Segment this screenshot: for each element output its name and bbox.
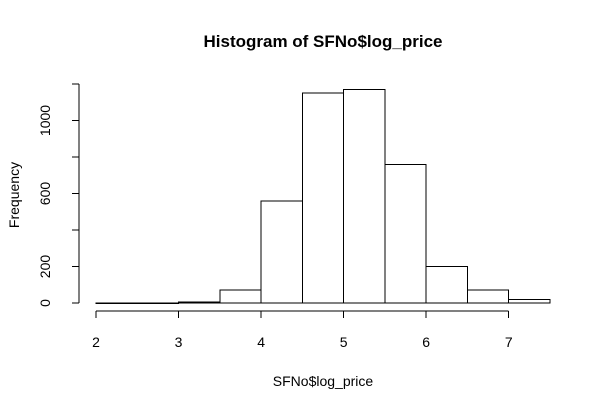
- y-axis-label: Frequency: [6, 162, 22, 228]
- x-tick-label: 2: [92, 334, 100, 350]
- x-tick-label: 5: [340, 334, 348, 350]
- histogram-bar: [343, 88, 386, 304]
- bars-layer: [95, 88, 551, 304]
- histogram-bar: [178, 301, 221, 304]
- x-tick-label: 4: [257, 334, 265, 350]
- histogram-bar: [219, 289, 262, 304]
- y-tick-label: 200: [37, 255, 53, 279]
- x-tick-label: 6: [422, 334, 430, 350]
- histogram-bar: [136, 302, 180, 304]
- y-tick-label: 600: [37, 182, 53, 206]
- histogram-bar: [508, 298, 551, 304]
- x-tick-label: 3: [175, 334, 183, 350]
- x-axis-label: SFNo$log_price: [273, 373, 374, 389]
- chart-title: Histogram of SFNo$log_price: [204, 32, 443, 51]
- histogram-bar: [260, 200, 303, 304]
- x-tick-label: 7: [505, 334, 513, 350]
- histogram-bar: [384, 163, 427, 304]
- y-tick-label: 1000: [37, 105, 53, 136]
- histogram-bar: [466, 289, 510, 304]
- histogram-bar: [425, 266, 468, 304]
- y-tick-label: 0: [37, 299, 53, 307]
- axes-layer: 2 3 4 5 6 7 0 200 600 1000: [37, 83, 513, 350]
- histogram-bar: [301, 92, 345, 304]
- histogram-bar: [95, 302, 138, 304]
